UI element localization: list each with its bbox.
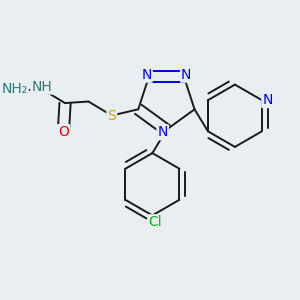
Text: NH₂: NH₂ — [2, 82, 28, 96]
Text: N: N — [141, 68, 152, 82]
Text: Cl: Cl — [149, 215, 162, 229]
Text: O: O — [58, 125, 69, 139]
Text: N: N — [158, 125, 168, 139]
Text: N: N — [181, 68, 191, 82]
Text: NH: NH — [31, 80, 52, 94]
Text: N: N — [262, 93, 273, 107]
Text: S: S — [107, 109, 116, 122]
